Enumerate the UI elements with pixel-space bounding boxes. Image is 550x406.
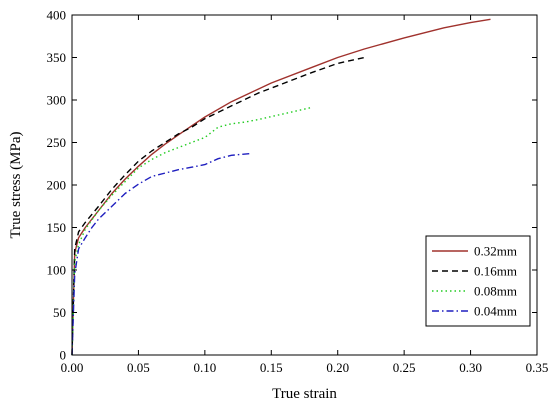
- x-tick-label: 0.00: [61, 360, 84, 375]
- series-layer: [71, 18, 491, 356]
- y-tick-label: 350: [47, 50, 67, 65]
- y-tick-label: 200: [47, 178, 67, 193]
- legend-label: 0.32mm: [474, 244, 517, 259]
- x-tick-label: 0.15: [260, 360, 283, 375]
- y-tick-label: 400: [47, 8, 67, 23]
- x-tick-label: 0.20: [326, 360, 349, 375]
- x-axis-title: True strain: [272, 386, 337, 402]
- legend: 0.32mm 0.16mm 0.08mm 0.04mm: [425, 235, 531, 327]
- y-tick-label: 300: [47, 93, 67, 108]
- legend-label: 0.16mm: [474, 264, 517, 279]
- series-line-0.08mm: [71, 106, 312, 356]
- y-tick-label: 150: [47, 220, 67, 235]
- legend-label: 0.04mm: [474, 304, 517, 319]
- series-line-0.04mm: [71, 152, 252, 356]
- x-tick-label: 0.30: [459, 360, 482, 375]
- x-tick-label: 0.10: [193, 360, 216, 375]
- legend-label: 0.08mm: [474, 284, 517, 299]
- x-tick-label: 0.25: [393, 360, 416, 375]
- y-tick-label: 0: [60, 348, 67, 363]
- y-tick-label: 100: [47, 263, 67, 278]
- y-tick-label: 50: [53, 305, 66, 320]
- y-axis-title: True stress (MPa): [8, 132, 24, 239]
- x-tick-label: 0.35: [526, 360, 549, 375]
- axes-layer: 0.00 0.05 0.10 0.15 0.20 0.25 0.30 0.35 0 50 100 15…: [47, 8, 549, 376]
- series-line-0.16mm: [71, 56, 365, 356]
- x-tick-label: 0.05: [127, 360, 150, 375]
- y-tick-label: 250: [47, 135, 67, 150]
